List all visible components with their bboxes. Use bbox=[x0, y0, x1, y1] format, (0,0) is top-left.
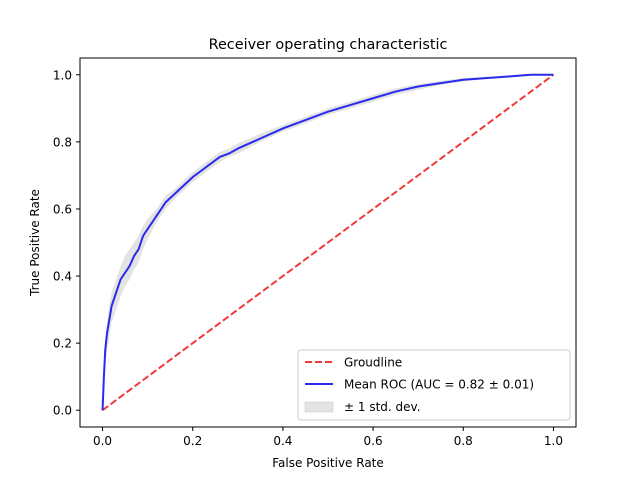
mean-roc-line bbox=[101, 73, 554, 411]
x-tick-label: 0.0 bbox=[93, 434, 112, 448]
x-axis-ticks: 0.0 0.2 0.4 0.6 0.8 1.0 bbox=[93, 427, 563, 448]
x-tick-label: 0.2 bbox=[183, 434, 202, 448]
y-tick-label: 0.8 bbox=[53, 135, 72, 149]
x-tick-label: 1.0 bbox=[544, 434, 563, 448]
axes-frame bbox=[79, 57, 577, 428]
legend-label-std-dev: ± 1 std. dev. bbox=[344, 400, 421, 414]
x-tick-label: 0.6 bbox=[364, 434, 383, 448]
series-layer bbox=[101, 73, 555, 412]
legend: Groudline Mean ROC (AUC = 0.82 ± 0.01) ±… bbox=[297, 349, 571, 421]
legend-label-mean-roc: Mean ROC (AUC = 0.82 ± 0.01) bbox=[344, 378, 534, 392]
chart-title: Receiver operating characteristic bbox=[209, 37, 448, 53]
y-tick-label: 0.0 bbox=[53, 404, 72, 418]
x-tick-label: 0.4 bbox=[273, 434, 292, 448]
legend-label-groudline: Groudline bbox=[344, 356, 402, 370]
y-tick-label: 0.2 bbox=[53, 337, 72, 351]
y-tick-label: 0.4 bbox=[53, 270, 72, 284]
y-axis-label: True Positive Rate bbox=[28, 189, 42, 297]
x-axis-label: False Positive Rate bbox=[272, 456, 384, 470]
y-tick-label: 0.6 bbox=[53, 202, 72, 216]
legend-box bbox=[297, 349, 571, 421]
y-tick-label: 1.0 bbox=[53, 68, 72, 82]
std-dev-band-layer bbox=[102, 74, 554, 411]
y-axis-ticks: 0.0 0.2 0.4 0.6 0.8 1.0 bbox=[53, 68, 80, 418]
x-tick-label: 0.8 bbox=[454, 434, 473, 448]
std-dev-band bbox=[102, 74, 554, 411]
groudline-line bbox=[101, 73, 555, 412]
legend-swatch-std-dev bbox=[304, 401, 334, 413]
